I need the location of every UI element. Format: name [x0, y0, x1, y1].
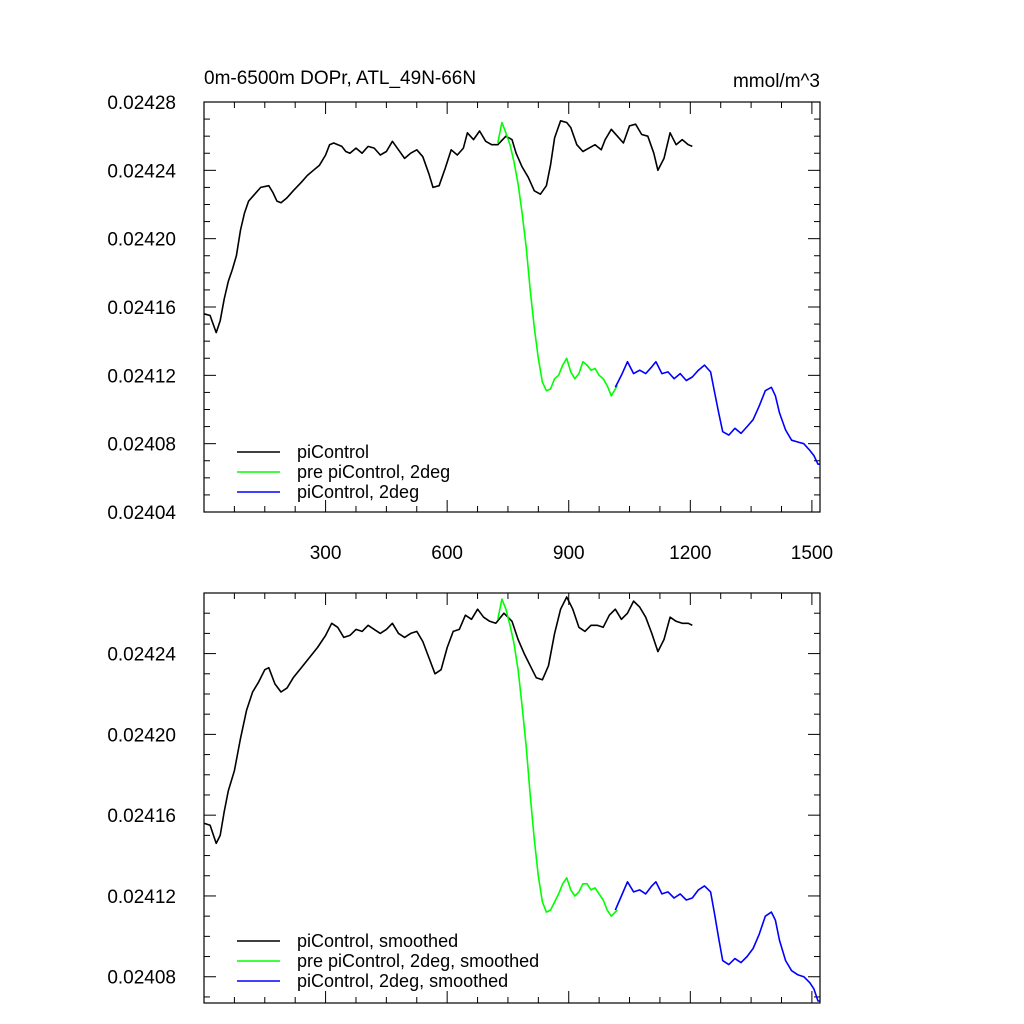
legend-label: pre piControl, 2deg, smoothed: [297, 951, 539, 971]
series-lines: [203, 120, 820, 465]
axis-ticks: [204, 101, 820, 513]
y-tick-label: 0.02420: [107, 230, 176, 251]
x-tick-labels: 300 600 900 1200 1500: [310, 543, 833, 564]
x-tick-label: 900: [553, 543, 585, 564]
series-line: [614, 360, 820, 465]
plot-frame: [203, 592, 821, 1004]
y-tick-label: 0.02420: [107, 725, 176, 746]
y-tick-labels: 0.02408 0.02412 0.02416 0.02420 0.02424: [107, 645, 176, 989]
y-tick-label: 0.02412: [107, 366, 176, 387]
x-tick-label: 600: [431, 543, 463, 564]
units-label: mmol/m^3: [733, 71, 820, 92]
y-tick-label: 0.02408: [107, 435, 176, 456]
y-tick-label: 0.02424: [107, 161, 176, 182]
y-tick-labels: 0.02404 0.02408 0.02412 0.02416 0.02420 0.024…: [107, 93, 176, 524]
legend-label: piControl, 2deg: [297, 482, 419, 502]
x-tick-label: 1200: [669, 543, 711, 564]
y-tick-label: 0.02428: [107, 93, 176, 114]
series-line: [497, 598, 618, 917]
x-tick-label: 300: [310, 543, 342, 564]
series-line: [203, 120, 693, 334]
series-line: [497, 121, 619, 397]
y-tick-label: 0.02416: [107, 298, 176, 319]
plot-frame: [203, 101, 821, 513]
y-tick-label: 0.02412: [107, 887, 176, 908]
series-line: [614, 881, 820, 1002]
series-lines: [203, 596, 820, 1002]
y-tick-label: 0.02424: [107, 645, 176, 666]
series-line: [203, 596, 693, 845]
legend-label: pre piControl, 2deg: [297, 462, 450, 482]
chart-title: 0m-6500m DOPr, ATL_49N-66N: [204, 68, 476, 89]
axis-ticks: [204, 592, 820, 1003]
x-tick-label: 1500: [791, 543, 833, 564]
y-tick-label: 0.02416: [107, 806, 176, 827]
top-panel: 0m-6500m DOPr, ATL_49N-66N mmol/m^3 0.02…: [107, 68, 833, 564]
y-tick-label: 0.02408: [107, 968, 176, 989]
y-tick-label: 0.02404: [107, 503, 176, 524]
legend-label: piControl, smoothed: [297, 931, 458, 951]
legend-label: piControl, 2deg, smoothed: [297, 971, 508, 991]
legend-label: piControl: [297, 442, 369, 462]
bottom-panel: 0.02408 0.02412 0.02416 0.02420 0.02424 piCo…: [107, 592, 821, 1004]
